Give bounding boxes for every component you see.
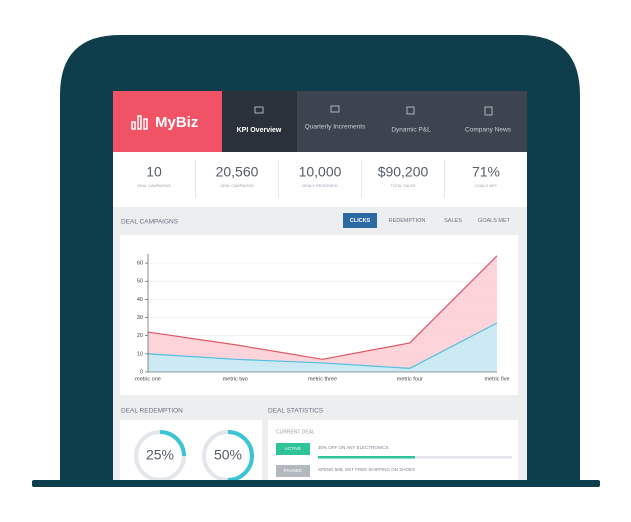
x-tick-label: metric two <box>223 376 248 382</box>
kpi-value: 10,000 <box>299 164 342 180</box>
nav-tab[interactable]: Company News <box>465 127 512 134</box>
kpi-label: GOALS MET <box>475 184 498 188</box>
y-tick-label: 40 <box>137 297 143 303</box>
status-text: ACTIVE <box>285 446 301 451</box>
button[interactable]: GOALS MET <box>478 218 511 224</box>
y-tick-label: 60 <box>137 261 143 267</box>
redemption-panel <box>120 420 262 480</box>
y-tick-label: 10 <box>137 351 143 357</box>
deal-subtitle: CURRENT DEAL <box>276 429 315 435</box>
section-title: DEAL STATISTICS <box>268 408 324 415</box>
area-line <box>147 255 498 360</box>
x-tick-label: metric five <box>484 376 509 382</box>
kpi-label: DEAL CAMPAIGNS <box>137 184 171 188</box>
button-active[interactable] <box>343 213 377 228</box>
deal-text: 30% OFF ON ANY ELECTRONICS <box>318 445 389 450</box>
button[interactable]: CLICKS <box>350 218 371 224</box>
logo-text: MyBiz <box>155 114 198 131</box>
nav-tab[interactable]: Quarterly Increments <box>305 124 366 131</box>
section-title: DEAL CAMPAIGNS <box>121 219 179 226</box>
x-tick-label: metric one <box>135 376 161 382</box>
status-text: PAUSED <box>284 468 303 473</box>
kpi-label: DEALS REDEEMED <box>302 184 337 188</box>
donut-label: 50% <box>214 447 242 463</box>
laptop-base <box>32 480 600 487</box>
x-tick-label: metric three <box>308 376 337 382</box>
logo-icon <box>131 115 148 130</box>
kpi-label: TOTAL SALES <box>390 184 416 188</box>
donut-arc <box>134 430 186 480</box>
nav-tab[interactable]: KPI Overview <box>237 127 282 134</box>
progress-bar <box>318 456 415 459</box>
kpi-value: 20,560 <box>216 164 259 180</box>
logo-block[interactable] <box>113 91 222 152</box>
screen: MyBiz KPI Overview Quarterly Increments … <box>113 91 527 480</box>
deal-text: SPEND 50$, GET FREE SHIPPING ON SHOES <box>318 467 415 472</box>
status-badge <box>276 465 310 477</box>
button[interactable]: SALES <box>444 218 462 224</box>
x-tick-label: metric four <box>397 376 423 382</box>
kpi-label: DEAL CAMPAIGNS <box>220 184 254 188</box>
nav-active <box>222 91 297 152</box>
kpi-value: $90,200 <box>378 164 429 180</box>
area-line <box>147 322 498 369</box>
button[interactable]: REDEMPTION <box>389 218 426 224</box>
kpi-value: 10 <box>146 164 162 180</box>
donut-label: 25% <box>146 447 174 463</box>
y-tick-label: 0 <box>140 369 143 375</box>
nav-tab[interactable]: Dynamic P&L <box>391 127 431 134</box>
kpi-row <box>113 152 527 207</box>
y-tick-label: 50 <box>137 279 143 285</box>
nav-icons <box>254 105 493 116</box>
y-tick-label: 20 <box>137 333 143 339</box>
status-badge <box>276 443 310 455</box>
donut-arc <box>202 430 254 480</box>
y-tick-label: 30 <box>137 315 143 321</box>
section-title: DEAL REDEMPTION <box>121 408 183 415</box>
kpi-value: 71% <box>472 164 500 180</box>
